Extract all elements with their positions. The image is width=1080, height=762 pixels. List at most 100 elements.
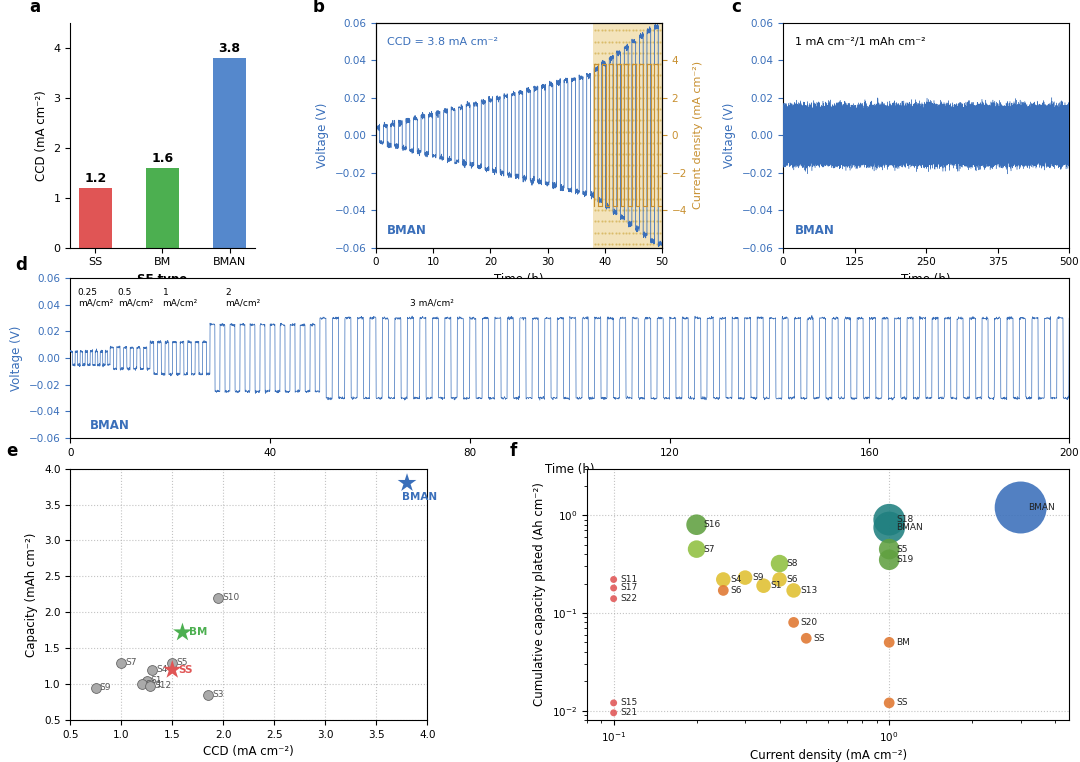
Point bbox=[880, 521, 897, 533]
Point bbox=[755, 580, 772, 592]
Text: 1.2: 1.2 bbox=[84, 171, 107, 184]
Text: S13: S13 bbox=[800, 586, 818, 595]
Text: 2
mA/cm²: 2 mA/cm² bbox=[225, 288, 260, 307]
X-axis label: Current density (mA cm⁻²): Current density (mA cm⁻²) bbox=[750, 749, 906, 762]
Point bbox=[771, 573, 788, 585]
Text: S12: S12 bbox=[153, 681, 171, 690]
Text: BMAN: BMAN bbox=[91, 418, 130, 431]
Text: 1.6: 1.6 bbox=[151, 152, 174, 165]
Text: f: f bbox=[510, 442, 517, 460]
Text: S7: S7 bbox=[703, 545, 715, 554]
Point bbox=[688, 543, 705, 555]
Point bbox=[605, 593, 622, 605]
Point bbox=[164, 657, 181, 669]
Point bbox=[605, 706, 622, 719]
Text: S6: S6 bbox=[786, 575, 798, 584]
Y-axis label: Current density (mA cm⁻²): Current density (mA cm⁻²) bbox=[692, 61, 703, 210]
Text: S5: S5 bbox=[896, 545, 907, 554]
Text: S11: S11 bbox=[621, 575, 638, 584]
Y-axis label: Voltage (V): Voltage (V) bbox=[10, 325, 23, 391]
Point bbox=[138, 674, 156, 687]
Point bbox=[174, 626, 191, 639]
Text: S9: S9 bbox=[752, 573, 764, 582]
Bar bbox=[213, 58, 246, 248]
Point bbox=[141, 680, 159, 692]
Text: BMAN: BMAN bbox=[402, 491, 437, 501]
Text: S22: S22 bbox=[621, 594, 637, 604]
Point bbox=[785, 584, 802, 597]
Bar bbox=[593, 14, 662, 257]
Text: SS: SS bbox=[896, 699, 907, 707]
X-axis label: SE type: SE type bbox=[137, 273, 188, 286]
Text: S9: S9 bbox=[99, 684, 111, 692]
Text: CCD = 3.8 mA cm⁻²: CCD = 3.8 mA cm⁻² bbox=[388, 37, 498, 47]
Text: a: a bbox=[29, 0, 41, 15]
Point bbox=[605, 573, 622, 585]
Point bbox=[210, 592, 227, 604]
Point bbox=[880, 543, 897, 555]
Point bbox=[880, 696, 897, 709]
Y-axis label: Cumulative capacity plated (Ah cm⁻²): Cumulative capacity plated (Ah cm⁻²) bbox=[534, 482, 546, 706]
Point bbox=[399, 477, 416, 489]
Point bbox=[200, 689, 217, 701]
Text: 0.5
mA/cm²: 0.5 mA/cm² bbox=[118, 288, 153, 307]
Point bbox=[880, 514, 897, 526]
Point bbox=[133, 678, 150, 690]
Text: S10: S10 bbox=[222, 594, 240, 603]
Point bbox=[605, 582, 622, 594]
Text: BMAN: BMAN bbox=[1028, 503, 1054, 512]
Point bbox=[112, 657, 130, 669]
Text: S6: S6 bbox=[730, 586, 742, 595]
Text: S1: S1 bbox=[770, 581, 782, 591]
Point bbox=[688, 519, 705, 531]
Text: SS: SS bbox=[813, 634, 825, 643]
X-axis label: Time (h): Time (h) bbox=[902, 273, 950, 286]
Bar bbox=[79, 187, 112, 248]
Y-axis label: CCD (mA cm⁻²): CCD (mA cm⁻²) bbox=[35, 90, 48, 181]
Point bbox=[771, 558, 788, 570]
Text: S7: S7 bbox=[125, 658, 137, 667]
Text: BM: BM bbox=[189, 627, 207, 638]
Point bbox=[798, 632, 815, 645]
Text: BMAN: BMAN bbox=[795, 224, 835, 237]
Text: S15: S15 bbox=[621, 699, 638, 707]
Point bbox=[880, 554, 897, 566]
Point bbox=[737, 572, 754, 584]
Point bbox=[880, 636, 897, 648]
Text: S21: S21 bbox=[621, 709, 637, 717]
Text: S4: S4 bbox=[730, 575, 742, 584]
Point bbox=[715, 584, 732, 597]
Text: e: e bbox=[5, 442, 17, 460]
Point bbox=[785, 616, 802, 629]
Text: 1
mA/cm²: 1 mA/cm² bbox=[163, 288, 198, 307]
Text: 3 mA/cm²: 3 mA/cm² bbox=[410, 299, 454, 307]
Text: BMAN: BMAN bbox=[388, 224, 428, 237]
Text: 3.8: 3.8 bbox=[218, 42, 241, 55]
Point bbox=[144, 664, 161, 676]
X-axis label: Time (h): Time (h) bbox=[545, 463, 594, 476]
Point bbox=[715, 573, 732, 585]
Text: S18: S18 bbox=[896, 515, 914, 524]
Text: 0.25
mA/cm²: 0.25 mA/cm² bbox=[78, 288, 113, 307]
Text: BMAN: BMAN bbox=[896, 523, 923, 532]
Point bbox=[605, 696, 622, 709]
Point bbox=[87, 682, 105, 694]
Text: SS: SS bbox=[178, 664, 193, 675]
Text: BM: BM bbox=[896, 638, 910, 647]
Text: S19: S19 bbox=[896, 555, 914, 565]
Y-axis label: Capacity (mAh cm⁻²): Capacity (mAh cm⁻²) bbox=[25, 532, 38, 657]
Text: S16: S16 bbox=[703, 520, 720, 529]
Text: S8: S8 bbox=[786, 559, 798, 568]
Text: S5: S5 bbox=[176, 658, 188, 667]
Text: S20: S20 bbox=[800, 618, 818, 627]
Text: S4: S4 bbox=[156, 665, 167, 674]
Text: S17: S17 bbox=[621, 584, 638, 593]
Text: d: d bbox=[15, 256, 27, 274]
Point bbox=[1012, 501, 1029, 514]
Y-axis label: Voltage (V): Voltage (V) bbox=[315, 103, 328, 168]
Y-axis label: Voltage (V): Voltage (V) bbox=[723, 103, 737, 168]
Text: S1: S1 bbox=[151, 676, 162, 685]
Text: S3: S3 bbox=[212, 690, 224, 700]
Point bbox=[164, 664, 181, 676]
Text: b: b bbox=[313, 0, 325, 15]
